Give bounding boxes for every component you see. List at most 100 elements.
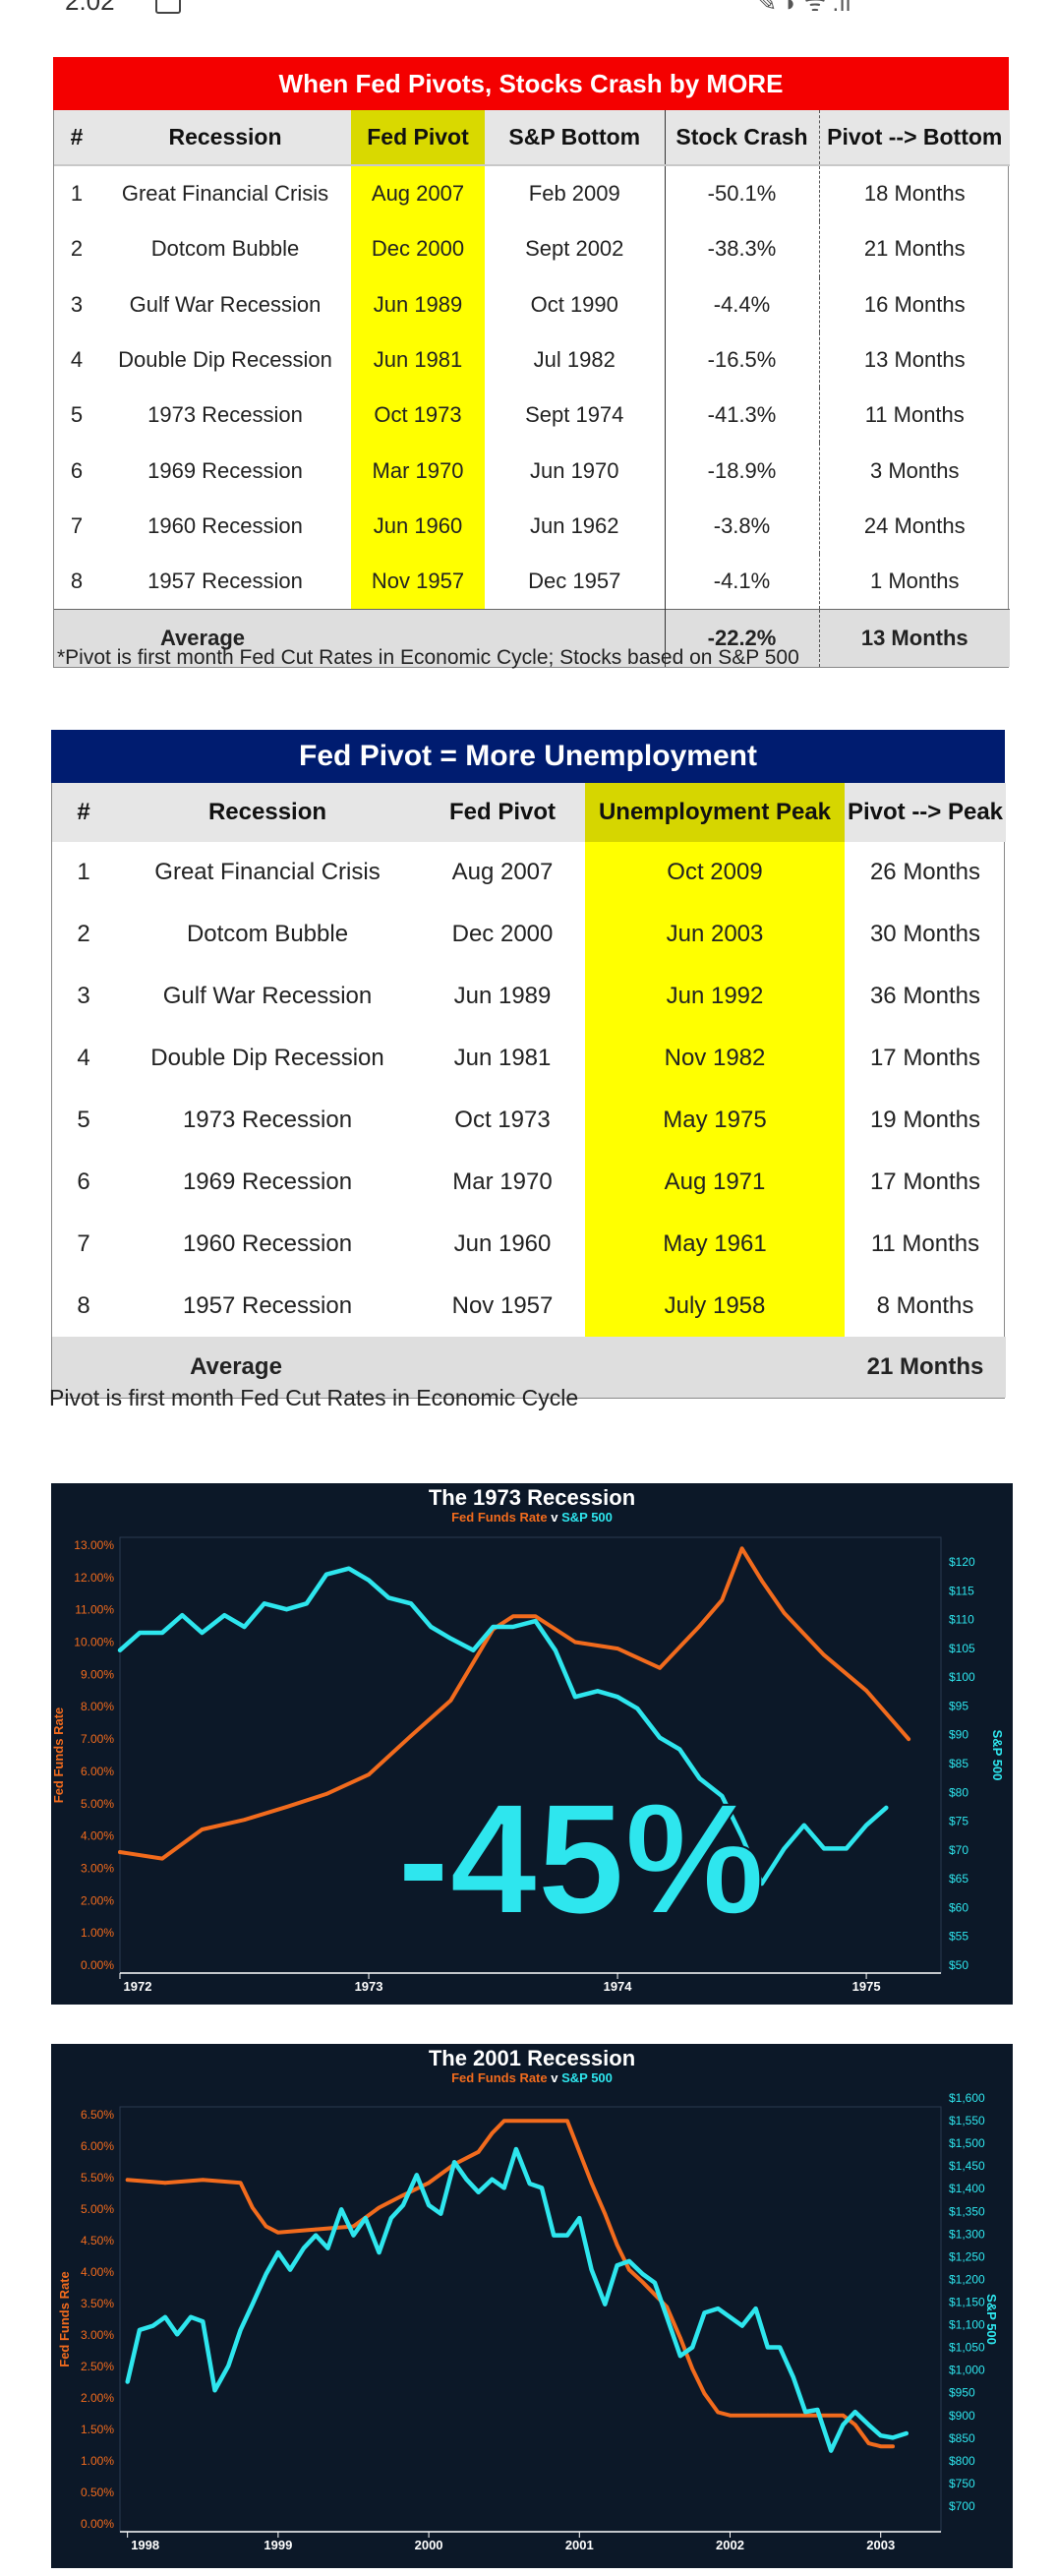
sp500-point (363, 2216, 368, 2220)
table1-cell: 16 Months (818, 276, 1010, 332)
table1-cell: 1 Months (818, 554, 1010, 610)
left-tick-label: 2.50% (81, 2360, 114, 2373)
fed-funds-rate-point (766, 2413, 770, 2418)
subtitle-rate: Fed Funds Rate (451, 2070, 548, 2085)
table2-average-empty (420, 1337, 585, 1399)
left-tick-label: 4.00% (81, 1829, 114, 1843)
x-tick-label: 2002 (716, 2538, 744, 2552)
table2-cell: Nov 1957 (451, 1291, 554, 1319)
sp500-point (264, 2272, 268, 2276)
sp500-point (884, 1806, 889, 1810)
sp500-point (200, 1631, 205, 1635)
sp500-point (212, 2388, 217, 2393)
sp500-point (175, 2332, 180, 2337)
stock-crash-table: When Fed Pivots, Stocks Crash by MORE # … (53, 57, 1010, 669)
table1-cell: Gulf War Recession (129, 291, 322, 317)
sp500-point (388, 2216, 393, 2220)
subtitle-sp: S&P 500 (561, 2070, 613, 2085)
table1-cell: -18.9% (664, 443, 819, 499)
table1-cell: Oct 1973 (351, 388, 485, 444)
status-time: 2:02 (65, 0, 115, 14)
left-tick-label: 9.00% (81, 1667, 114, 1681)
x-tick-label: 1975 (852, 1979, 881, 1994)
table1-row: 8 1957 Recession Nov 1957 Dec 1957 -4.1% 1 Mo… (54, 554, 1010, 610)
table2-cell: Gulf War Recession (162, 983, 373, 1010)
table1-cell: 6 (70, 457, 84, 483)
sp500-point (589, 2267, 594, 2272)
chart-1973-recession: The 1973 Recession Fed Funds Rate v S&P 5… (51, 1483, 1013, 2005)
left-tick-label: 4.50% (81, 2234, 114, 2247)
fed-funds-rate-point (510, 1614, 515, 1619)
table2-cell: 7 (77, 1229, 90, 1257)
table2-header-row: # Recession Fed Pivot Unemployment Peak … (52, 783, 1006, 842)
table1-cell: 8 (70, 569, 84, 594)
right-tick-label: $70 (949, 1843, 968, 1857)
fed-funds-rate-point (476, 2150, 481, 2154)
chart-2001-recession: The 2001 Recession Fed Funds Rate v S&P 5… (51, 2044, 1013, 2568)
sp500-point (552, 2233, 557, 2238)
sp500-point (852, 2410, 857, 2414)
fed-funds-rate-point (200, 1827, 205, 1831)
table2-cell: 19 Months (869, 1107, 981, 1133)
sp500-point (716, 2306, 721, 2310)
sp500-point (471, 1647, 476, 1652)
table2-col-fed-pivot: Fed Pivot (420, 783, 585, 842)
fed-funds-rate-point (864, 1689, 868, 1693)
sp500-point (728, 2315, 733, 2319)
sp500-point (226, 2364, 231, 2368)
sp500-point (702, 2310, 707, 2315)
fed-funds-rate-point (533, 1614, 538, 1619)
fed-funds-rate-point (448, 1698, 453, 1703)
sp500-point (635, 1707, 640, 1710)
table2-cell: 17 Months (869, 1045, 981, 1072)
fed-funds-rate-point (716, 2410, 721, 2415)
sp500-point (891, 2435, 895, 2440)
status-bar: 2:02 ✎ ◗ ᯤ .ıl (0, 0, 1056, 14)
fed-funds-rate-point (501, 2119, 506, 2124)
table2-cell: 1960 Recession (182, 1229, 353, 1257)
right-tick-label: $1,250 (949, 2249, 985, 2263)
table2-title: Fed Pivot = More Unemployment (51, 730, 1005, 783)
table1-cell: Jul 1982 (533, 347, 616, 373)
right-tick-label: $65 (949, 1872, 968, 1886)
table2-cell: Dec 2000 (451, 921, 554, 948)
right-tick-label: $1,300 (949, 2227, 985, 2241)
table2-cell: 1969 Recession (182, 1168, 353, 1195)
table2-cell: 3 (77, 983, 90, 1010)
fed-funds-rate-point (702, 2391, 707, 2396)
sp500-point (409, 1601, 413, 1606)
sp500-point (138, 2328, 142, 2332)
fed-funds-rate-point (276, 2230, 280, 2235)
table1-col-recession: Recession (99, 110, 351, 166)
sp500-point (476, 2190, 481, 2194)
fed-funds-rate-point (907, 1737, 910, 1741)
sp500-point (766, 2345, 770, 2350)
sp500-point (677, 1747, 682, 1752)
table1-body: # Recession Fed Pivot S&P Bottom Stock C… (53, 110, 1010, 669)
y-axis-left-label: Fed Funds Rate (51, 1707, 66, 1804)
table2-col-num: # (52, 783, 115, 842)
subtitle-sp: S&P 500 (561, 1510, 613, 1525)
table2-row: 7 1960 Recession Jun 1960 May 1961 11 Months (52, 1213, 1006, 1276)
table1-cell: Jun 1989 (351, 276, 485, 332)
fed-funds-rate-point (314, 2227, 318, 2232)
sp500-point (514, 2147, 518, 2151)
right-tick-label: $80 (949, 1785, 968, 1799)
sp500-point (491, 1625, 496, 1629)
table2-cell: 30 Months (869, 921, 981, 948)
table2-cell: 26 Months (869, 859, 981, 886)
fed-funds-rate-point (577, 2150, 582, 2154)
right-tick-label: $120 (949, 1555, 975, 1569)
sp500-point (439, 2211, 443, 2216)
table1-cell: -4.1% (664, 554, 819, 610)
fed-funds-rate-point (658, 1666, 662, 1670)
y-axis-right-label: S&P 500 (990, 1730, 1005, 1781)
fed-funds-rate-point (782, 1611, 787, 1615)
table1-cell: 1957 Recession (147, 569, 303, 594)
table1-cell: 2 (70, 236, 84, 262)
sp500-point (533, 1619, 538, 1623)
table1-footnote: *Pivot is first month Fed Cut Rates in E… (57, 646, 799, 669)
right-tick-label: $1,500 (949, 2136, 985, 2150)
sp500-point (427, 2203, 431, 2207)
